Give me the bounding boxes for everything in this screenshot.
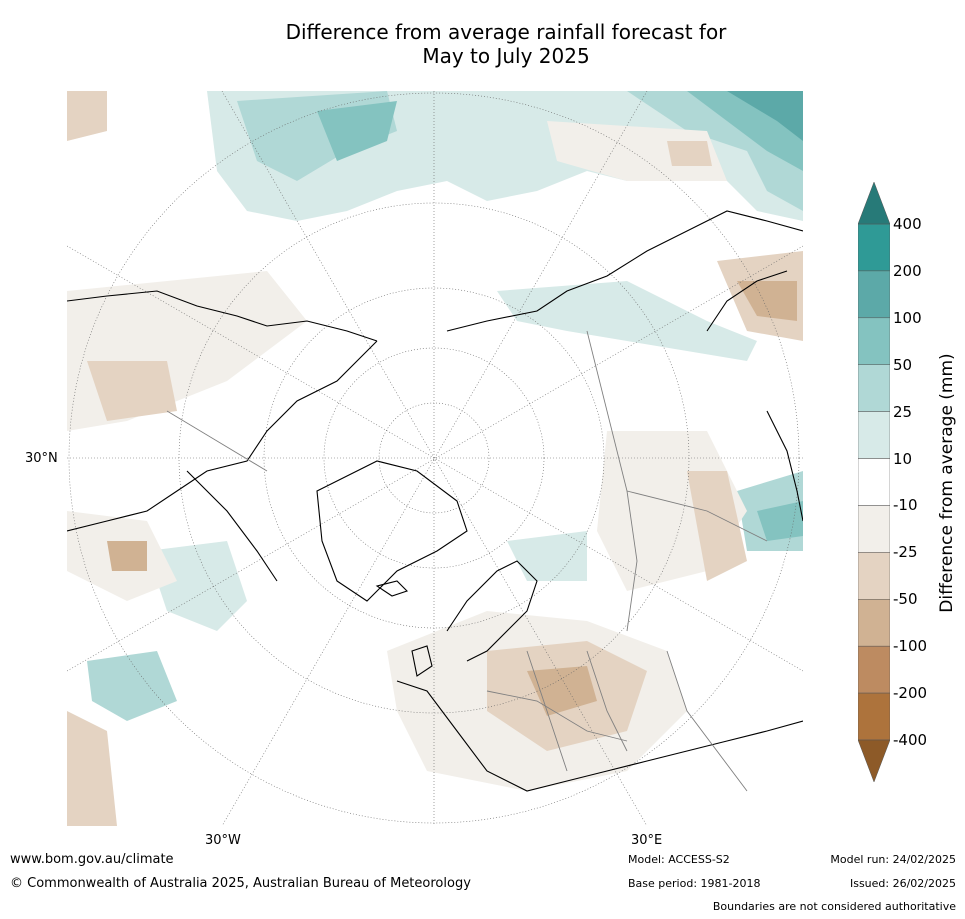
borders: [166, 330, 768, 792]
colorbar-band: [858, 505, 890, 553]
colorbar-band: [858, 552, 890, 600]
coastline-scandinavia: [446, 560, 538, 662]
grid-label-30e: 30°E: [631, 833, 663, 848]
colorbar-tick-label: 25: [893, 402, 913, 421]
dry-anomaly-west-atlantic-core: [107, 541, 147, 571]
wet-anomaly-ne-corner-max: [727, 91, 803, 141]
colorbar-tick-label: 200: [893, 261, 922, 280]
dry-anomaly-nw-corner: [67, 91, 107, 141]
wet-anomaly-north-pacific-core-2: [317, 101, 397, 161]
title-line-2: May to July 2025: [422, 44, 590, 68]
footer-disclaimer: Boundaries are not considered authoritat…: [712, 900, 956, 913]
colorbar-title: Difference from average (mm): [937, 353, 957, 613]
colorbar-band: [858, 645, 890, 694]
coastline-greenland: [316, 460, 468, 602]
wet-anomaly-east-asia-core: [757, 501, 803, 541]
colorbar-tick-label: -50: [893, 590, 918, 609]
footer-url[interactable]: www.bom.gov.au/climate: [10, 852, 174, 867]
wet-anomaly-atlantic: [147, 541, 247, 631]
colorbar-tick-label: -10: [893, 496, 918, 515]
grid-label-30w: 30°W: [205, 833, 241, 848]
footer-copyright: © Commonwealth of Australia 2025, Austra…: [10, 876, 471, 891]
coastline-alaska: [67, 290, 378, 342]
colorbar-arrow-under: [858, 739, 890, 782]
graticule: [67, 91, 803, 826]
title-line-1: Difference from average rainfall forecas…: [285, 20, 727, 44]
dry-anomaly-central-asia-core: [687, 471, 747, 581]
coastline-hudson: [186, 470, 278, 582]
colorbar-arrow-over: [858, 182, 890, 225]
colorbar-tick-label: -200: [893, 684, 928, 703]
colorbar-tick-label: 100: [893, 308, 922, 327]
colorbar-band: [858, 692, 890, 741]
colorbar-tick-label: 10: [893, 449, 913, 468]
colorbar-band: [858, 270, 890, 319]
coastline-north-america: [67, 340, 378, 532]
footer-model-run: Model run: 24/02/2025: [830, 853, 956, 866]
colorbar-band: [858, 458, 890, 506]
dry-anomaly-ne-asia-core: [737, 281, 797, 321]
colorbar-band: [858, 317, 890, 365]
colorbar-tick-label: 400: [893, 215, 922, 233]
dry-anomaly-north-pacific-patch-core: [667, 141, 712, 166]
colorbar-band: [858, 411, 890, 459]
colorbar: [858, 182, 890, 782]
coastline-siberia: [446, 210, 803, 332]
footer-base-period: Base period: 1981-2018: [628, 877, 761, 890]
dry-anomaly-areas: [67, 91, 803, 826]
coastline-kamchatka: [706, 270, 788, 332]
map-title: Difference from average rainfall forecas…: [0, 20, 965, 68]
footer-model: Model: ACCESS-S2: [628, 853, 730, 866]
map-canvas: [67, 91, 803, 826]
colorbar-tick-label: -400: [893, 731, 928, 749]
dry-anomaly-sw-corner: [67, 711, 117, 826]
coastline-iceland: [375, 580, 409, 597]
wet-anomaly-scandinavia: [507, 531, 587, 581]
coastline-uk: [411, 645, 433, 677]
colorbar-tick-label: 50: [893, 355, 913, 374]
colorbar-tick-label: -100: [893, 637, 928, 656]
wet-anomaly-areas: [87, 91, 803, 721]
wet-anomaly-west-pacific: [87, 651, 177, 721]
colorbar-band: [858, 223, 890, 272]
colorbar-band: [858, 364, 890, 412]
coastline-europe: [396, 680, 803, 792]
coastline-east-asia: [766, 410, 803, 522]
colorbar-band: [858, 599, 890, 647]
footer-issued: Issued: 26/02/2025: [849, 877, 956, 890]
grid-label-30n: 30°N: [25, 451, 58, 466]
map-panel[interactable]: [67, 91, 803, 826]
wet-anomaly-siberia: [497, 281, 757, 361]
dry-anomaly-pacific-core: [87, 361, 177, 421]
colorbar-tick-label: -25: [893, 543, 918, 562]
coastlines: [67, 210, 803, 792]
